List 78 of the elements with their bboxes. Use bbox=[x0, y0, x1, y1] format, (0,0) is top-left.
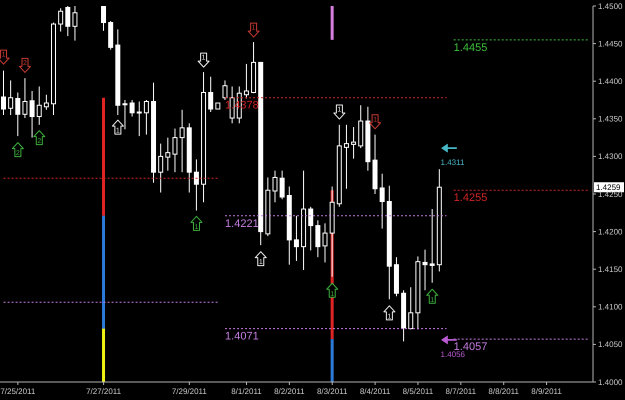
x-tick-label: 7/29/2011 bbox=[172, 387, 208, 396]
candlestick bbox=[430, 208, 435, 284]
candlestick bbox=[208, 76, 214, 113]
candlestick bbox=[222, 80, 228, 100]
y-tick-label: 1.4500 bbox=[598, 2, 624, 11]
point bbox=[19, 58, 32, 73]
candlestick bbox=[280, 170, 285, 200]
y-tick-label: 1.4450 bbox=[598, 39, 624, 48]
candlestick bbox=[172, 128, 178, 173]
bar bbox=[330, 339, 334, 382]
candlestick bbox=[272, 170, 278, 203]
point bbox=[383, 305, 396, 320]
data-label: 1.4071 bbox=[225, 330, 259, 343]
y-tick-label: 1.4400 bbox=[598, 77, 624, 86]
candlestick bbox=[244, 63, 249, 99]
x-tick-label: 8/1/2011 bbox=[231, 387, 262, 396]
candlestick bbox=[408, 286, 414, 330]
candlestick bbox=[136, 101, 142, 137]
point bbox=[190, 216, 202, 231]
point bbox=[426, 288, 438, 304]
candlestick bbox=[22, 78, 28, 119]
y-tick-label: 1.4050 bbox=[598, 340, 624, 350]
candlestick bbox=[344, 124, 349, 190]
candlestick bbox=[15, 92, 20, 137]
candlestick bbox=[315, 220, 320, 258]
y-tick-label: 1.4300 bbox=[598, 152, 624, 162]
candlestick bbox=[308, 206, 314, 251]
candlestick bbox=[380, 173, 385, 230]
candlestick bbox=[180, 109, 185, 173]
candlestick bbox=[122, 100, 128, 130]
data-label: 1.4056 bbox=[440, 350, 466, 359]
point bbox=[254, 251, 267, 266]
point bbox=[112, 120, 124, 135]
candlestick bbox=[130, 100, 135, 118]
candlestick bbox=[72, 6, 78, 42]
candlestick bbox=[422, 249, 428, 291]
bar bbox=[102, 98, 106, 216]
y-tick-label: 1.4000 bbox=[598, 378, 624, 387]
candlestick bbox=[1, 70, 6, 116]
y-tick-label: 1.4100 bbox=[598, 302, 624, 312]
data-label: 1.4455 bbox=[454, 42, 488, 54]
y-tick-label: 1.4250 bbox=[598, 190, 624, 199]
candlestick bbox=[165, 137, 170, 172]
annotation: 1.4259 bbox=[596, 183, 622, 192]
x-tick-label: 8/2/2011 bbox=[274, 387, 306, 396]
candlestick bbox=[101, 6, 106, 32]
candlestick bbox=[194, 158, 199, 212]
x-tick-label: 8/9/2011 bbox=[531, 387, 562, 396]
data-label: 1.4255 bbox=[454, 192, 488, 204]
candlestick bbox=[8, 80, 14, 116]
candlestick bbox=[30, 90, 35, 138]
candlestick bbox=[65, 6, 70, 37]
x-tick-label: 8/4/2011 bbox=[360, 387, 391, 396]
data-label: 1.4311 bbox=[440, 158, 465, 168]
candlestick bbox=[158, 143, 164, 193]
x-tick-label: 8/7/2011 bbox=[446, 387, 477, 396]
point bbox=[326, 282, 338, 298]
x-tick-label: 8/8/2011 bbox=[488, 387, 520, 396]
point bbox=[333, 104, 346, 120]
candlestick bbox=[44, 94, 49, 110]
candlestick bbox=[322, 222, 328, 263]
candlestick bbox=[36, 86, 42, 126]
point bbox=[198, 52, 210, 68]
point bbox=[248, 22, 260, 38]
y-tick-label: 1.4150 bbox=[598, 265, 624, 274]
x-tick-label: 8/5/2011 bbox=[402, 387, 434, 396]
candlestick bbox=[294, 215, 299, 262]
y-tick-label: 1.4200 bbox=[598, 227, 624, 236]
candlestick bbox=[144, 100, 149, 136]
x-tick-label: 7/25/2011 bbox=[0, 387, 36, 396]
x-tick-label: 8/3/2011 bbox=[316, 387, 348, 396]
bar bbox=[330, 6, 334, 40]
bar bbox=[102, 216, 106, 329]
candlestick bbox=[58, 8, 64, 32]
candlestick bbox=[351, 126, 356, 160]
bar bbox=[102, 328, 106, 382]
x-tick-label: 7/27/2011 bbox=[86, 387, 122, 396]
y-tick-label: 1.4350 bbox=[598, 114, 624, 124]
